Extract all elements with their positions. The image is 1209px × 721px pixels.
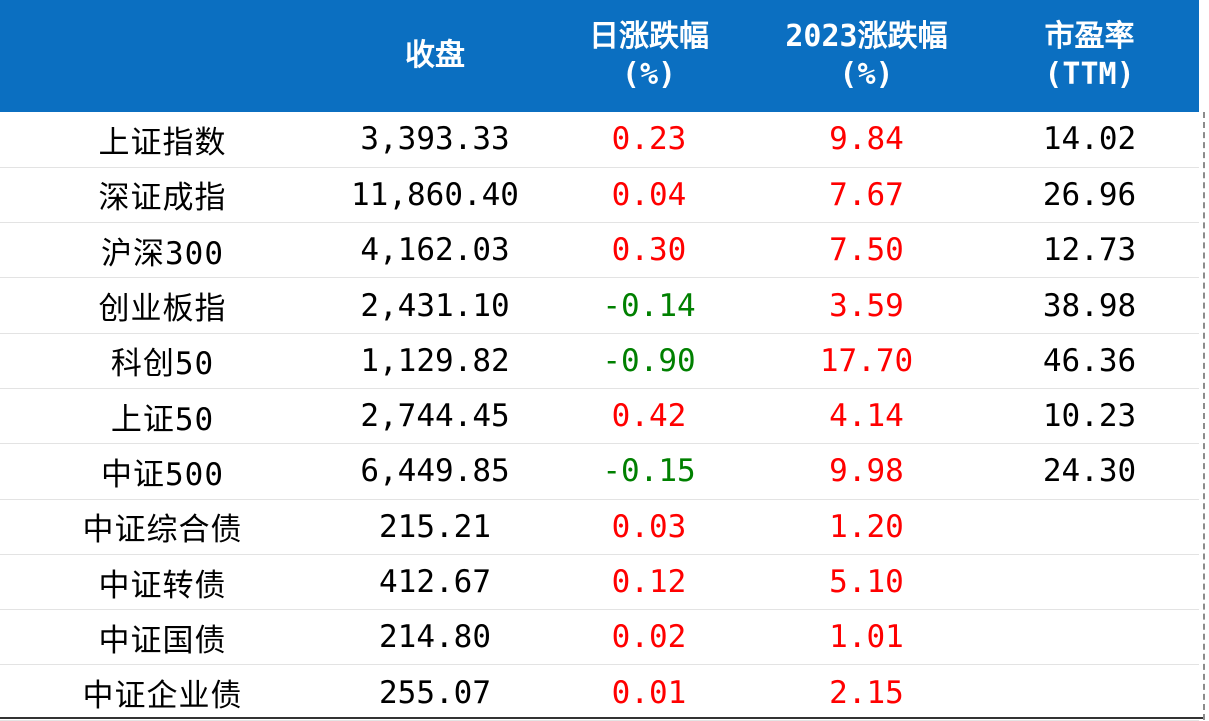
header-pe-line1: 市盈率 bbox=[1044, 19, 1135, 54]
daily-change-cell: 0.23 bbox=[545, 112, 753, 168]
ytd-change-cell: 1.20 bbox=[753, 499, 980, 555]
pe-cell bbox=[980, 554, 1199, 611]
close-cell: 2,431.10 bbox=[325, 277, 545, 334]
index-name-cell: 上证50 bbox=[0, 388, 325, 445]
pe-cell bbox=[980, 499, 1199, 555]
ytd-change-cell: 5.10 bbox=[753, 554, 980, 611]
close-cell: 215.21 bbox=[325, 499, 545, 555]
index-name-cell: 深证成指 bbox=[0, 167, 325, 224]
close-cell: 412.67 bbox=[325, 554, 545, 611]
daily-change-cell: 0.04 bbox=[545, 167, 753, 224]
pe-cell bbox=[980, 609, 1199, 666]
pe-cell: 12.73 bbox=[980, 222, 1199, 279]
ytd-change-cell: 1.01 bbox=[753, 609, 980, 666]
table-row: 上证50 2,744.45 0.42 4.14 10.23 bbox=[0, 388, 1199, 445]
table-row: 深证成指 11,860.40 0.04 7.67 26.96 bbox=[0, 167, 1199, 224]
ytd-change-cell: 7.67 bbox=[753, 167, 980, 224]
table-row: 创业板指 2,431.10 -0.14 3.59 38.98 bbox=[0, 277, 1199, 334]
header-daily-change-line1: 日涨跌幅 bbox=[589, 19, 709, 54]
table-row: 中证国债 214.80 0.02 1.01 bbox=[0, 609, 1199, 666]
close-cell: 214.80 bbox=[325, 609, 545, 666]
pe-cell bbox=[980, 664, 1199, 721]
daily-change-cell: 0.03 bbox=[545, 499, 753, 555]
ytd-change-cell: 7.50 bbox=[753, 222, 980, 279]
index-name-cell: 中证企业债 bbox=[0, 664, 325, 721]
ytd-change-cell: 3.59 bbox=[753, 277, 980, 334]
index-name-cell: 中证国债 bbox=[0, 609, 325, 666]
close-cell: 2,744.45 bbox=[325, 388, 545, 445]
close-cell: 11,860.40 bbox=[325, 167, 545, 224]
header-ytd-change-line2: (%) bbox=[839, 57, 894, 92]
index-name-cell: 中证综合债 bbox=[0, 499, 325, 555]
table-row: 中证转债 412.67 0.12 5.10 bbox=[0, 554, 1199, 611]
daily-change-cell: 0.12 bbox=[545, 554, 753, 611]
daily-change-cell: 0.30 bbox=[545, 222, 753, 279]
close-cell: 1,129.82 bbox=[325, 333, 545, 389]
index-name-cell: 科创50 bbox=[0, 333, 325, 389]
ytd-change-cell: 9.98 bbox=[753, 443, 980, 500]
header-row: 收盘 日涨跌幅 (%) 2023涨跌幅 (%) 市盈率 (TTM) bbox=[0, 0, 1199, 112]
daily-change-cell: -0.14 bbox=[545, 277, 753, 334]
right-edge-dashed-border bbox=[1203, 112, 1205, 720]
pe-cell: 38.98 bbox=[980, 277, 1199, 334]
header-pe-line2: (TTM) bbox=[1044, 57, 1135, 92]
close-cell: 4,162.03 bbox=[325, 222, 545, 279]
index-name-cell: 沪深300 bbox=[0, 222, 325, 279]
pe-cell: 14.02 bbox=[980, 112, 1199, 168]
pe-cell: 10.23 bbox=[980, 388, 1199, 445]
table-body: 上证指数 3,393.33 0.23 9.84 14.02 深证成指 11,860.40 0.… bbox=[0, 112, 1199, 721]
daily-change-cell: 0.02 bbox=[545, 609, 753, 666]
pe-cell: 26.96 bbox=[980, 167, 1199, 224]
table-row: 中证500 6,449.85 -0.15 9.98 24.30 bbox=[0, 443, 1199, 500]
pe-cell: 24.30 bbox=[980, 443, 1199, 500]
header-daily-change: 日涨跌幅 (%) bbox=[545, 0, 753, 112]
pe-cell: 46.36 bbox=[980, 333, 1199, 389]
daily-change-cell: 0.01 bbox=[545, 664, 753, 721]
ytd-change-cell: 17.70 bbox=[753, 333, 980, 389]
header-pe: 市盈率 (TTM) bbox=[980, 0, 1199, 112]
daily-change-cell: 0.42 bbox=[545, 388, 753, 445]
header-ytd-change: 2023涨跌幅 (%) bbox=[753, 0, 980, 112]
index-name-cell: 创业板指 bbox=[0, 277, 325, 334]
table-row: 中证综合债 215.21 0.03 1.20 bbox=[0, 499, 1199, 555]
table-row: 上证指数 3,393.33 0.23 9.84 14.02 bbox=[0, 112, 1199, 168]
ytd-change-cell: 9.84 bbox=[753, 112, 980, 168]
daily-change-cell: -0.90 bbox=[545, 333, 753, 389]
header-ytd-change-line1: 2023涨跌幅 bbox=[785, 19, 948, 54]
index-name-cell: 中证转债 bbox=[0, 554, 325, 611]
index-name-cell: 上证指数 bbox=[0, 112, 325, 168]
ytd-change-cell: 4.14 bbox=[753, 388, 980, 445]
close-cell: 6,449.85 bbox=[325, 443, 545, 500]
index-name-cell: 中证500 bbox=[0, 443, 325, 500]
close-cell: 3,393.33 bbox=[325, 112, 545, 168]
header-close: 收盘 bbox=[405, 38, 465, 73]
ytd-change-cell: 2.15 bbox=[753, 664, 980, 721]
table-row: 中证企业债 255.07 0.01 2.15 bbox=[0, 664, 1199, 721]
header-daily-change-line2: (%) bbox=[621, 57, 677, 92]
close-cell: 255.07 bbox=[325, 664, 545, 721]
daily-change-cell: -0.15 bbox=[545, 443, 753, 500]
header-name bbox=[0, 0, 325, 112]
bottom-border bbox=[0, 717, 1203, 719]
table-row: 科创50 1,129.82 -0.90 17.70 46.36 bbox=[0, 333, 1199, 389]
table-row: 沪深300 4,162.03 0.30 7.50 12.73 bbox=[0, 222, 1199, 279]
